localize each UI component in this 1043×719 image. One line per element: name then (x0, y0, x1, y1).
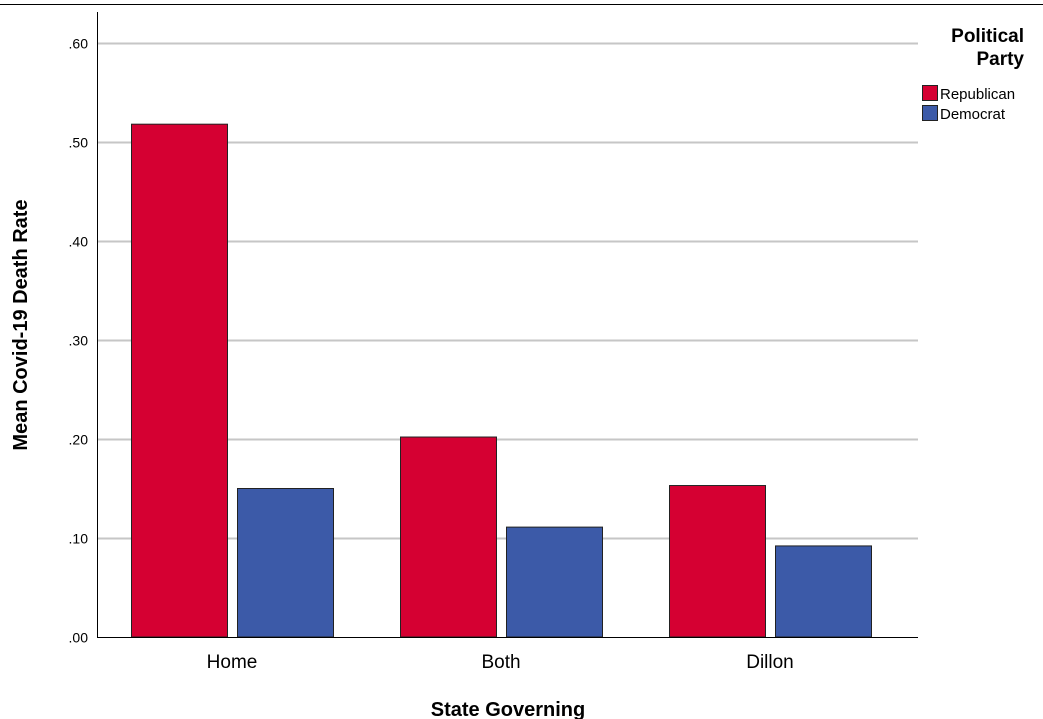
bar-republican-both (400, 436, 497, 638)
y-tick-label: .40 (69, 234, 89, 250)
x-tick-label: Dillon (746, 652, 794, 673)
x-category-labels: Home Both Dillon (207, 652, 794, 673)
y-tick-labels: .00 .10 .20 .30 .40 .50 .60 (69, 36, 89, 646)
bar-democrat-home (237, 488, 334, 638)
y-tick-label: .60 (69, 36, 89, 52)
y-tick-label: .30 (69, 333, 89, 349)
legend-items: Republican Democrat (922, 85, 1015, 123)
x-tick-label: Both (481, 652, 520, 673)
bar-democrat-both (506, 526, 603, 638)
bar-republican-dillon (669, 485, 766, 638)
legend-title-line1: Political (951, 26, 1024, 47)
legend-title-line2: Party (976, 49, 1024, 70)
bar-republican-home (131, 123, 228, 638)
y-tick-label: .10 (69, 531, 89, 547)
bar-democrat-dillon (775, 545, 872, 638)
x-tick-label: Home (207, 652, 258, 673)
legend-swatch-republican (922, 85, 938, 101)
y-tick-label: .00 (69, 630, 89, 646)
x-axis-title: State Governing (431, 699, 585, 719)
bars (131, 123, 872, 638)
gridlines (97, 42, 918, 540)
y-tick-label: .20 (69, 432, 89, 448)
y-tick-label: .50 (69, 135, 89, 151)
y-axis-title: Mean Covid-19 Death Rate (10, 199, 32, 450)
legend-label-democrat: Democrat (940, 106, 1006, 123)
legend-label-republican: Republican (940, 86, 1015, 103)
legend-swatch-democrat (922, 105, 938, 121)
legend: Political Party Republican Democrat (922, 26, 1024, 123)
